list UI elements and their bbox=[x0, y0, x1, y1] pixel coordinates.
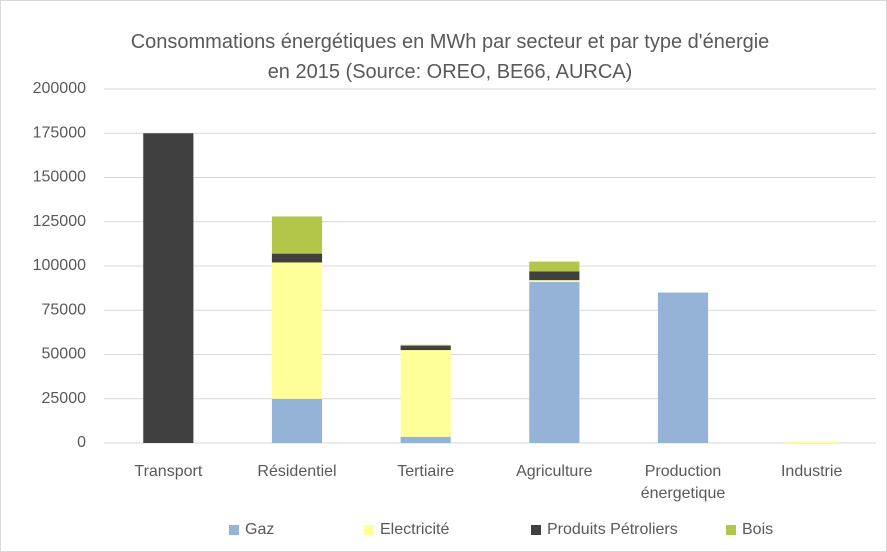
y-tick-label: 200000 bbox=[33, 80, 86, 97]
legend-swatch bbox=[229, 525, 239, 535]
x-tick-label: Transport bbox=[134, 463, 203, 480]
x-tick-label: Industrie bbox=[780, 463, 843, 480]
bar-segment bbox=[529, 271, 580, 281]
legend-swatch bbox=[364, 525, 374, 535]
x-tick-label: Résidentiel bbox=[257, 463, 337, 480]
bar-segment bbox=[529, 280, 580, 282]
bar-segment bbox=[400, 350, 451, 437]
y-tick-label: 25000 bbox=[42, 390, 87, 407]
y-tick-label: 0 bbox=[77, 434, 86, 451]
bar-segment bbox=[657, 292, 709, 443]
bar-segment bbox=[271, 216, 323, 254]
bar-segment bbox=[400, 436, 451, 443]
y-tick-label: 75000 bbox=[42, 301, 87, 318]
x-tick-label: Production énergetique bbox=[640, 463, 726, 502]
bar-segment bbox=[529, 281, 580, 443]
legend-swatch bbox=[726, 525, 736, 535]
y-tick-label: 175000 bbox=[33, 124, 86, 141]
bar-segment bbox=[271, 253, 323, 263]
bar-segment bbox=[400, 345, 451, 351]
legend-label: Bois bbox=[742, 521, 773, 538]
y-tick-label: 125000 bbox=[33, 213, 86, 230]
y-tick-label: 50000 bbox=[42, 346, 87, 363]
legend-label: Produits Pétroliers bbox=[547, 521, 678, 538]
bar-segment bbox=[271, 398, 323, 443]
bar-segment bbox=[400, 344, 451, 346]
y-tick-label: 100000 bbox=[33, 257, 86, 274]
y-tick-label: 150000 bbox=[33, 169, 86, 186]
bar-segment bbox=[529, 261, 580, 272]
bar-segment bbox=[143, 133, 194, 443]
x-tick-label: Agriculture bbox=[516, 463, 593, 480]
bar-segment bbox=[271, 262, 323, 399]
legend-swatch bbox=[531, 525, 541, 535]
legend-label: Electricité bbox=[380, 521, 449, 538]
bar-segment bbox=[786, 441, 837, 443]
x-tick-label: Tertiaire bbox=[397, 463, 455, 480]
legend-label: Gaz bbox=[245, 521, 274, 538]
chart-title: Consommations énergétiques en MWh par se… bbox=[130, 31, 770, 83]
